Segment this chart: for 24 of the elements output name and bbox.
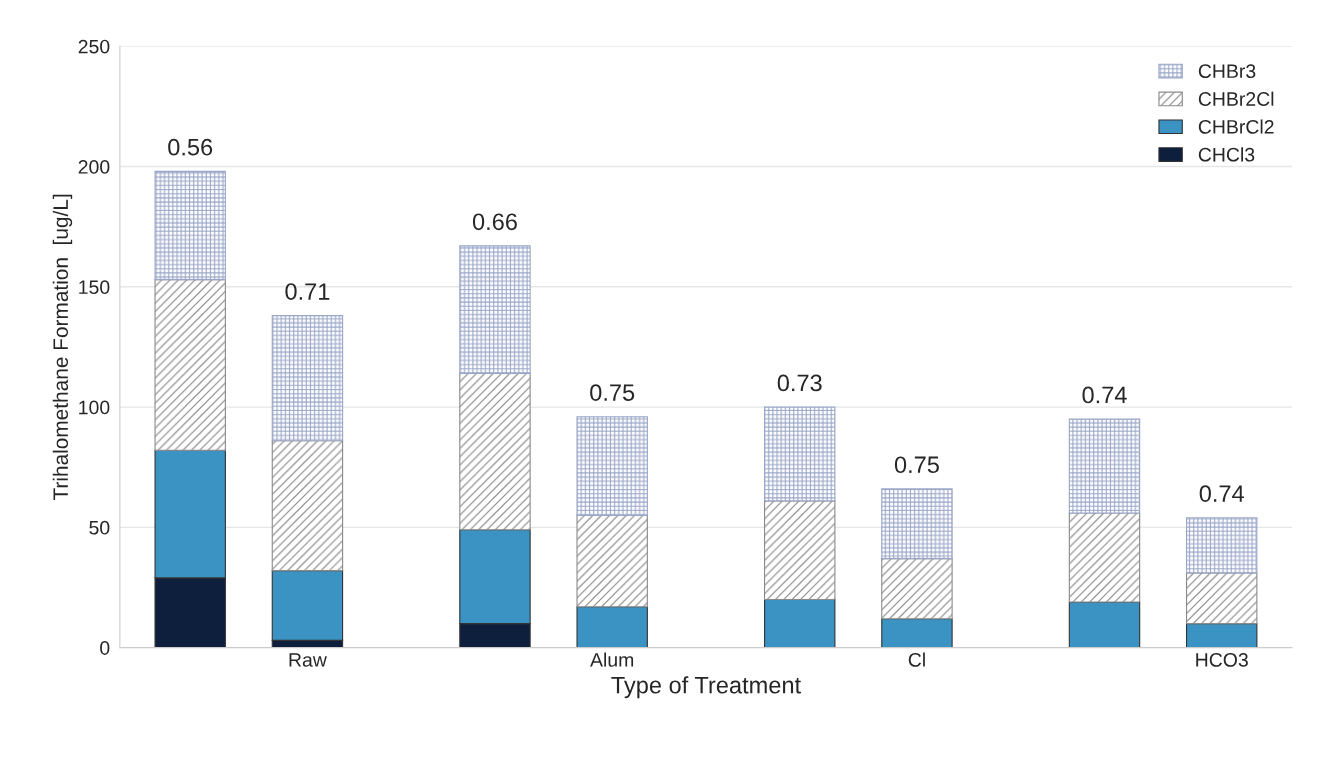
x-tick-label: Alum xyxy=(590,652,634,667)
x-tick-label: Cl xyxy=(908,652,925,667)
annotation: 0.71 xyxy=(285,283,330,300)
annotation: 0.73 xyxy=(777,374,822,392)
annotation: 0.75 xyxy=(590,384,635,401)
annotation: 0.74 xyxy=(1199,485,1244,502)
legend-label: CHBr3 xyxy=(1198,64,1256,79)
y-axis-title: Trihalomethane Formation [ug/L] xyxy=(52,194,73,501)
legend-label: CHBrCl2 xyxy=(1198,119,1274,134)
legend-label: CHCl3 xyxy=(1198,147,1255,162)
y-tick-label: 200 xyxy=(78,160,110,174)
y-tick-label: 50 xyxy=(89,520,110,535)
x-tick-label: Raw xyxy=(289,653,327,667)
x-axis-title: Type of Treatment xyxy=(611,676,801,699)
annotation: 0.56 xyxy=(168,138,213,156)
annotation: 0.74 xyxy=(1082,386,1127,404)
annotation: 0.75 xyxy=(894,456,939,474)
y-tick-label: 100 xyxy=(79,400,110,415)
y-tick-label: 250 xyxy=(78,39,110,54)
x-tick-label: HCO3 xyxy=(1196,653,1248,667)
annotation: 0.66 xyxy=(472,213,517,231)
y-tick-label: 150 xyxy=(79,280,110,295)
y-tick-label: 0 xyxy=(100,641,110,655)
legend-label: CHBr2Cl xyxy=(1198,91,1274,106)
